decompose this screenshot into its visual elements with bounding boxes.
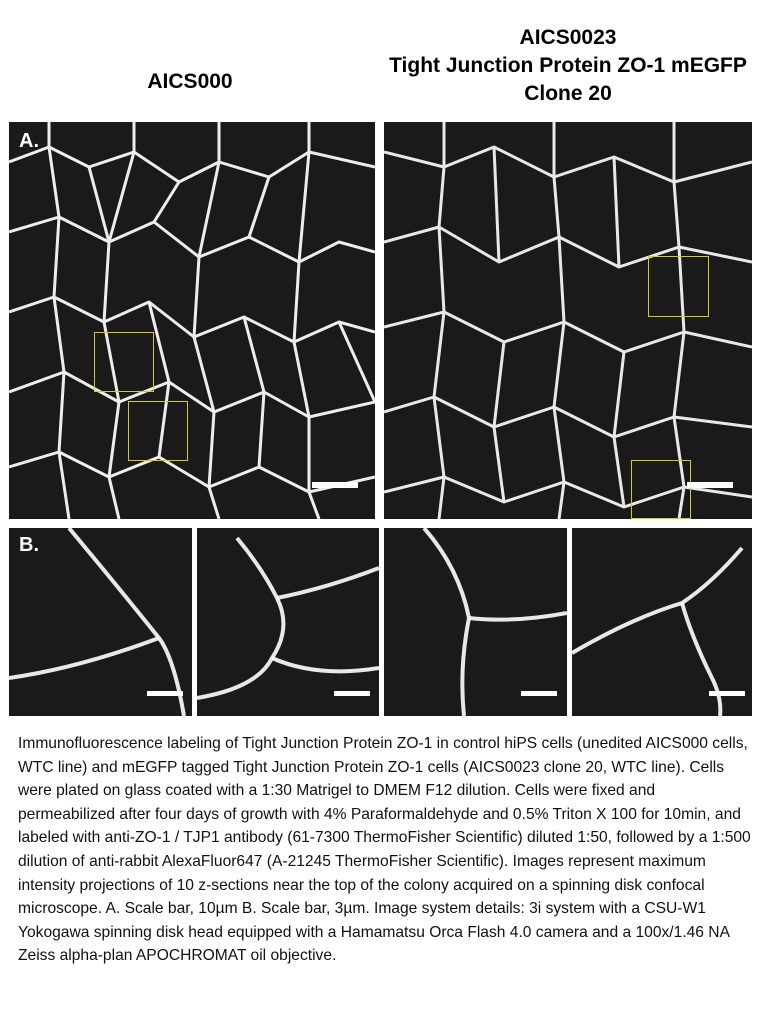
inset-b-2 bbox=[197, 528, 379, 716]
scale-bar bbox=[312, 482, 358, 488]
roi-box bbox=[648, 256, 709, 317]
membrane-junction bbox=[572, 546, 744, 716]
roi-box bbox=[631, 460, 691, 519]
scale-bar bbox=[709, 691, 745, 696]
figure-caption: Immunofluorescence labeling of Tight Jun… bbox=[18, 735, 751, 965]
scale-bar bbox=[147, 691, 183, 696]
roi-box bbox=[128, 401, 188, 461]
header-line-1: AICS0023 bbox=[519, 26, 617, 49]
inset-b-4 bbox=[572, 528, 752, 716]
scale-bar bbox=[687, 482, 733, 488]
header-line-3: Clone 20 bbox=[524, 82, 612, 105]
scale-bar bbox=[334, 691, 370, 696]
micrograph-a-right bbox=[384, 122, 752, 519]
cell-membrane-network bbox=[384, 122, 752, 519]
roi-box bbox=[94, 332, 154, 392]
panel-b-label: B. bbox=[19, 534, 39, 556]
scale-bar bbox=[521, 691, 557, 696]
membrane-junction bbox=[422, 528, 567, 716]
membrane-junction bbox=[197, 536, 379, 700]
panel-a-label: A. bbox=[19, 130, 39, 152]
inset-b-3 bbox=[384, 528, 567, 716]
cell-membrane-network bbox=[9, 122, 375, 519]
membrane-junction bbox=[9, 528, 186, 716]
column-header-aics0023: AICS0023 Tight Junction Protein ZO-1 mEG… bbox=[378, 24, 758, 108]
inset-b-1: B. bbox=[9, 528, 192, 716]
micrograph-a-left: A. bbox=[9, 122, 375, 519]
column-header-aics000: AICS000 bbox=[147, 70, 233, 93]
header-line-2: Tight Junction Protein ZO-1 mEGFP bbox=[389, 54, 747, 77]
